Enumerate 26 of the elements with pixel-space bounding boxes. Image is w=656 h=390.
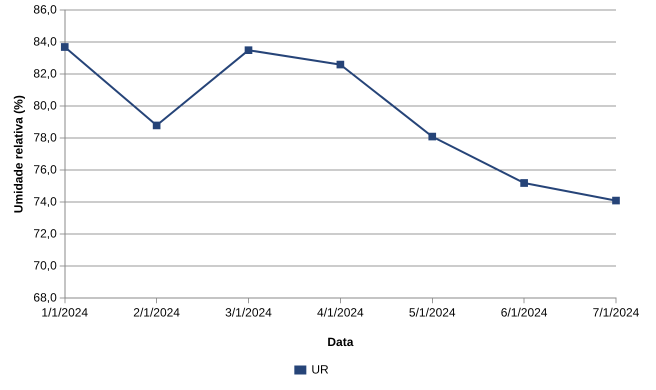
- point: [520, 179, 528, 187]
- point: [244, 46, 252, 54]
- point: [428, 132, 436, 140]
- y-tick-label: 70,0: [33, 258, 58, 273]
- y-tick-label: 68,0: [33, 290, 58, 305]
- y-tick-label: 78,0: [33, 130, 58, 145]
- x-tick-label: 2/1/2024: [133, 306, 180, 320]
- y-tick-label: 84,0: [33, 34, 58, 49]
- x-tick-label: 3/1/2024: [225, 306, 272, 320]
- y-tick-label: 76,0: [33, 162, 58, 177]
- y-tick-label: 86,0: [33, 2, 58, 17]
- x-tick-label: 1/1/2024: [41, 306, 88, 320]
- x-tick-label: 5/1/2024: [408, 306, 456, 320]
- point: [336, 60, 344, 68]
- y-tick-label: 74,0: [33, 194, 58, 209]
- y-axis-title: Umidade relativa (%): [12, 95, 26, 214]
- x-tick-label: 6/1/2024: [500, 306, 548, 320]
- point: [152, 122, 160, 130]
- point: [612, 196, 620, 204]
- x-tick-label: 7/1/2024: [592, 306, 640, 320]
- y-tick-label: 72,0: [33, 226, 58, 241]
- y-tick-label: 80,0: [33, 98, 58, 113]
- legend-label: UR: [311, 362, 329, 376]
- x-axis-title: Data: [327, 335, 354, 350]
- x-tick-label: 4/1/2024: [317, 306, 364, 320]
- y-tick-label: 82,0: [33, 66, 58, 81]
